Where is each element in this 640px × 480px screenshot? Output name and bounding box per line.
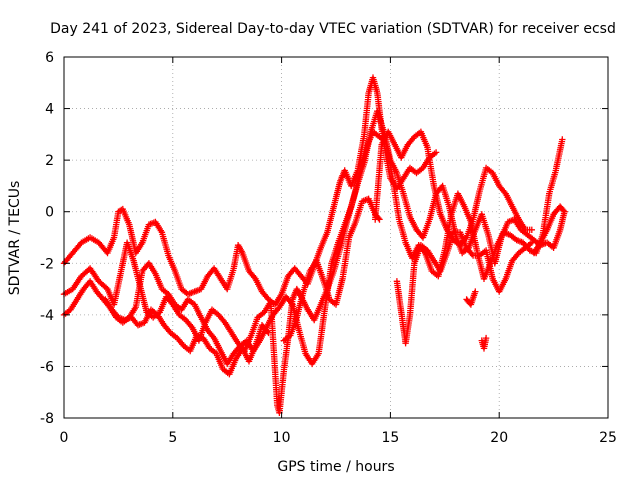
- y-tick-label: -4: [40, 308, 54, 324]
- y-tick-label: -2: [40, 256, 54, 272]
- data-trace: [478, 334, 490, 352]
- y-tick-label: 2: [45, 153, 54, 169]
- y-tick-label: 0: [45, 205, 54, 221]
- x-tick-label: 20: [490, 430, 508, 446]
- data-trace: [372, 128, 535, 249]
- axis-ticks: [63, 56, 609, 419]
- chart-title: Day 241 of 2023, Sidereal Day-to-day VTE…: [50, 21, 616, 37]
- y-axis-label: SDTVAR / TECUs: [7, 181, 23, 296]
- x-tick-label: 0: [60, 430, 69, 446]
- y-tick-label: -6: [40, 359, 54, 375]
- y-tick-label: 6: [45, 50, 54, 66]
- x-tick-label: 5: [168, 430, 177, 446]
- x-tick-label: 25: [599, 430, 617, 446]
- y-tick-label: 4: [45, 102, 54, 118]
- data-trace: [102, 296, 272, 378]
- x-tick-label: 15: [381, 430, 399, 446]
- x-tick-label: 10: [273, 430, 291, 446]
- plot-frame: [63, 56, 609, 419]
- data-trace: [280, 195, 383, 344]
- data-trace: [463, 288, 479, 308]
- data-trace: [393, 229, 535, 347]
- x-tick-labels: 0 5 10 15 20 25: [60, 430, 617, 446]
- data-series: [60, 74, 568, 416]
- y-tick-labels: -8 -6 -4 -2 0 2 4 6: [40, 50, 54, 427]
- data-trace: [530, 203, 568, 257]
- y-tick-label: -8: [40, 411, 54, 427]
- x-axis-label: GPS time / hours: [277, 459, 394, 475]
